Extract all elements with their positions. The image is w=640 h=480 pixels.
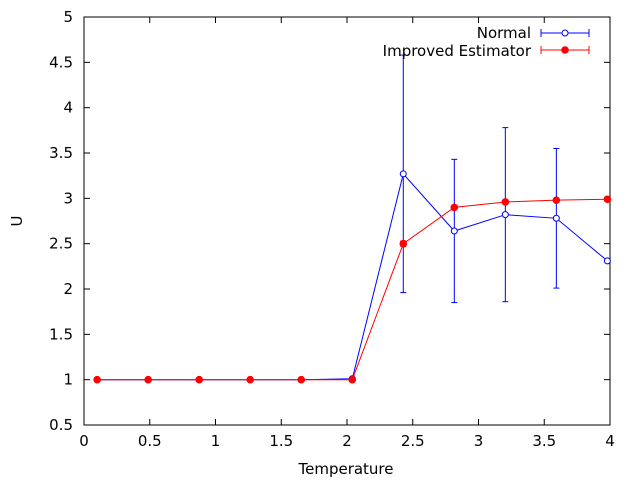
x-tick-label: 0.5 (138, 432, 162, 450)
y-tick-label: 4 (63, 99, 73, 117)
data-point-improved-estimator (297, 375, 306, 384)
legend-marker-normal (561, 29, 569, 37)
data-point-normal (603, 257, 611, 265)
x-tick-label: 1.5 (269, 432, 293, 450)
data-point-normal (450, 227, 458, 235)
data-point-improved-estimator (552, 196, 561, 204)
x-tick-label: 3.5 (532, 432, 556, 450)
x-tick-label: 0 (79, 432, 89, 450)
data-point-normal (501, 211, 509, 219)
y-tick-label: 4.5 (49, 53, 73, 71)
data-point-improved-estimator (348, 375, 357, 384)
data-point-improved-estimator (603, 195, 612, 204)
series-line-normal (97, 172, 608, 381)
legend-entry-improved-estimator: Improved Estimator (383, 42, 590, 60)
data-point-improved-estimator (450, 203, 459, 212)
series-layer (93, 54, 612, 384)
data-point-improved-estimator (144, 375, 152, 384)
x-tick-label: 2 (342, 432, 352, 450)
x-axis-label: Temperature (297, 460, 393, 478)
data-point-improved-estimator (501, 198, 510, 206)
data-point-improved-estimator (246, 375, 255, 384)
series-normal (93, 54, 611, 384)
y-tick-label: 5 (63, 8, 73, 26)
y-tick-label: 3 (63, 189, 73, 207)
x-tick-label: 4 (605, 432, 615, 450)
y-tick-label: 3.5 (49, 144, 73, 162)
series-line-improved-estimator (97, 198, 608, 381)
legend-entry-normal: Normal (477, 24, 590, 42)
x-tick-label: 2.5 (401, 432, 425, 450)
y-tick-label: 2.5 (49, 235, 73, 253)
data-point-normal (399, 170, 407, 178)
y-tick-label: 2 (63, 280, 73, 298)
y-tick-label: 1.5 (49, 325, 73, 343)
x-tick-label: 1 (211, 432, 221, 450)
x-tick-label: 3 (474, 432, 484, 450)
plot-frame (83, 16, 611, 426)
data-point-improved-estimator (93, 375, 101, 384)
data-point-normal (552, 214, 560, 222)
legend-label-normal: Normal (477, 24, 531, 42)
legend-label-improved-estimator: Improved Estimator (383, 42, 532, 60)
data-point-improved-estimator (195, 375, 203, 384)
y-axis-label: U (8, 216, 26, 227)
series-improved-estimator (93, 195, 612, 384)
data-point-improved-estimator (399, 239, 408, 248)
ticks: 0 0.5 1 1.5 2 2.5 3 3.5 4 0.5 1 1.5 2 2.5 3 3.5 4 4.5 5 (49, 8, 615, 450)
legend-marker-improved-estimator (561, 46, 569, 54)
y-tick-label: 0.5 (49, 416, 73, 434)
y-tick-label: 1 (63, 371, 73, 389)
legend: Normal Improved Estimator (383, 24, 590, 60)
